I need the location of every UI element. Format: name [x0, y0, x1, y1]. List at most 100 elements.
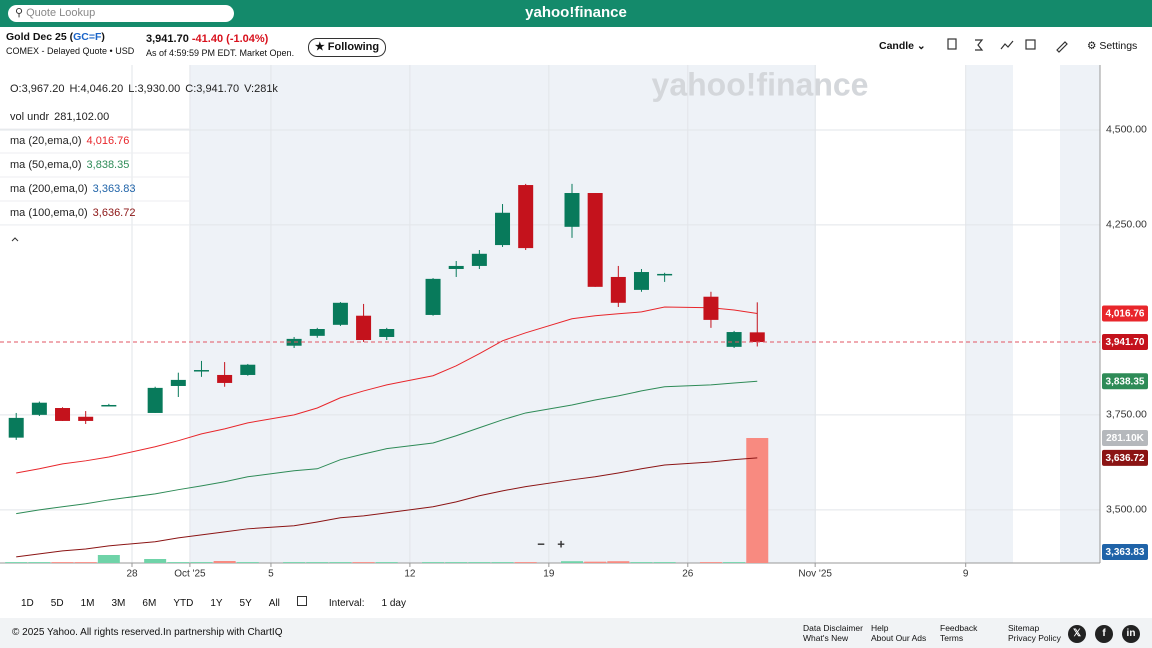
calendar-icon[interactable]: [296, 596, 307, 606]
candle-body: [309, 329, 325, 336]
collapse-icon[interactable]: [11, 237, 19, 242]
copyright: © 2025 Yahoo. All rights reserved.In par…: [12, 627, 283, 638]
study-legend: ma (200,ema,0) 3,363.83: [10, 183, 135, 195]
search-box[interactable]: ⚲ Quote Lookup: [8, 5, 234, 22]
indicators-icon[interactable]: [975, 39, 984, 51]
candle-body: [587, 193, 603, 287]
range-button[interactable]: 1M: [80, 598, 95, 609]
x-tick-label: 26: [682, 569, 694, 580]
top-bar: ⚲ Quote Lookup yahoo!finance: [0, 0, 1152, 27]
volume-value: 281.10K: [1106, 433, 1145, 444]
study-value: 3,636.72: [1106, 453, 1145, 464]
volume-bar: [491, 562, 514, 563]
candle-body: [101, 404, 117, 407]
study-value-box: [1102, 449, 1148, 466]
events-icon[interactable]: [1025, 39, 1036, 50]
candle-body: [193, 370, 209, 372]
range-button[interactable]: 1D: [21, 598, 34, 609]
footer-link[interactable]: Terms: [940, 633, 964, 643]
range-button[interactable]: YTD: [173, 598, 194, 609]
interval-select[interactable]: 1 day: [381, 598, 405, 609]
candle-body: [564, 193, 580, 227]
candle-body: [495, 212, 511, 246]
candle-body: [147, 387, 163, 413]
y-tick-label: 3,500.00: [1106, 504, 1147, 516]
y-tick-label: 3,750.00: [1106, 409, 1147, 421]
range-button[interactable]: 3M: [111, 598, 126, 609]
candle-body: [448, 265, 464, 269]
study-name: ma (20,ema,0): [10, 135, 82, 147]
footer-link[interactable]: Data Disclaimer: [803, 623, 863, 633]
volume-bar: [329, 562, 352, 563]
social-icon[interactable]: in: [1122, 625, 1140, 643]
range-button[interactable]: 5D: [50, 598, 64, 609]
candle-body: [726, 332, 742, 347]
zoom-button[interactable]: +: [557, 536, 565, 551]
x-tick-label: 19: [543, 569, 555, 580]
price-line: 3,941.70 -41.40 (-1.04%): [146, 33, 268, 45]
footer-link[interactable]: Privacy Policy: [1008, 633, 1061, 643]
month-shade: [190, 65, 816, 563]
ohlc-value: H:4,046.20: [69, 83, 123, 95]
price: 3,941.70: [146, 33, 189, 45]
range-button[interactable]: All: [268, 598, 280, 609]
zoom-button[interactable]: −: [537, 536, 545, 551]
drawing-icon[interactable]: [1000, 40, 1014, 50]
footer-link[interactable]: About Our Ads: [871, 633, 927, 643]
candle-body: [518, 185, 534, 249]
volume-bar: [584, 561, 607, 563]
x-tick-label: 9: [963, 569, 969, 580]
compare-icon[interactable]: [947, 38, 957, 50]
social-icon[interactable]: f: [1095, 625, 1113, 643]
volume-bar: [144, 558, 167, 563]
candle-body: [55, 408, 71, 421]
footer-link[interactable]: What's New: [803, 633, 849, 643]
volume-bar: [190, 562, 213, 563]
symbol: GC=F: [73, 31, 102, 43]
volume-bar: [630, 562, 653, 563]
x-tick-label: Nov '25: [798, 569, 832, 580]
candle-body: [31, 402, 47, 415]
study-legend-value: 4,016.76: [87, 135, 130, 147]
chart-type[interactable]: Candle ⌄: [879, 40, 926, 52]
logo[interactable]: yahoo!finance: [525, 4, 627, 21]
footer: © 2025 Yahoo. All rights reserved.In par…: [0, 618, 1152, 648]
volume-value-box: [1102, 430, 1148, 447]
volume-bar: [699, 562, 722, 563]
study-value: 4,016.76: [1106, 309, 1145, 320]
study-legend: vol undr 281,102.00: [10, 111, 109, 123]
draw-icon[interactable]: [1056, 41, 1068, 53]
candle-body: [749, 332, 765, 343]
range-button[interactable]: 1Y: [210, 598, 223, 609]
social-icon[interactable]: 𝕏: [1068, 625, 1086, 643]
study-name: ma (200,ema,0): [10, 183, 88, 195]
y-tick-label: 4,250.00: [1106, 219, 1147, 231]
study-legend-value: 281,102.00: [54, 111, 109, 123]
search-placeholder: Quote Lookup: [26, 7, 96, 19]
footer-link[interactable]: Feedback: [940, 623, 978, 633]
footer-link[interactable]: Help: [871, 623, 889, 633]
volume-bar: [97, 554, 120, 563]
study-name: ma (50,ema,0): [10, 159, 82, 171]
interval-value: 1 day: [381, 598, 406, 609]
volume-bar: [723, 562, 746, 563]
footer-link[interactable]: Sitemap: [1008, 623, 1040, 633]
ohlc-value: O:3,967.20: [10, 83, 64, 95]
name-prefix: Gold Dec 25 (: [6, 31, 74, 43]
volume-bar: [468, 562, 491, 563]
range-button[interactable]: 6M: [142, 598, 157, 609]
volume-bar: [306, 562, 329, 563]
interval-label: Interval:: [328, 598, 365, 609]
study-name: ma (100,ema,0): [10, 207, 88, 219]
candle-body: [240, 364, 256, 375]
follow-label: Following: [327, 41, 380, 53]
name-suffix: ): [101, 31, 105, 43]
candle-body: [703, 296, 719, 320]
y-tick-label: 4,500.00: [1106, 124, 1147, 136]
settings[interactable]: ⚙ Settings: [1087, 40, 1138, 52]
follow-button[interactable]: ★ Following: [308, 38, 386, 57]
weekend-shade: [1060, 65, 1100, 563]
ohlc-value: L:3,930.00: [128, 83, 180, 95]
range-button[interactable]: 5Y: [239, 598, 252, 609]
